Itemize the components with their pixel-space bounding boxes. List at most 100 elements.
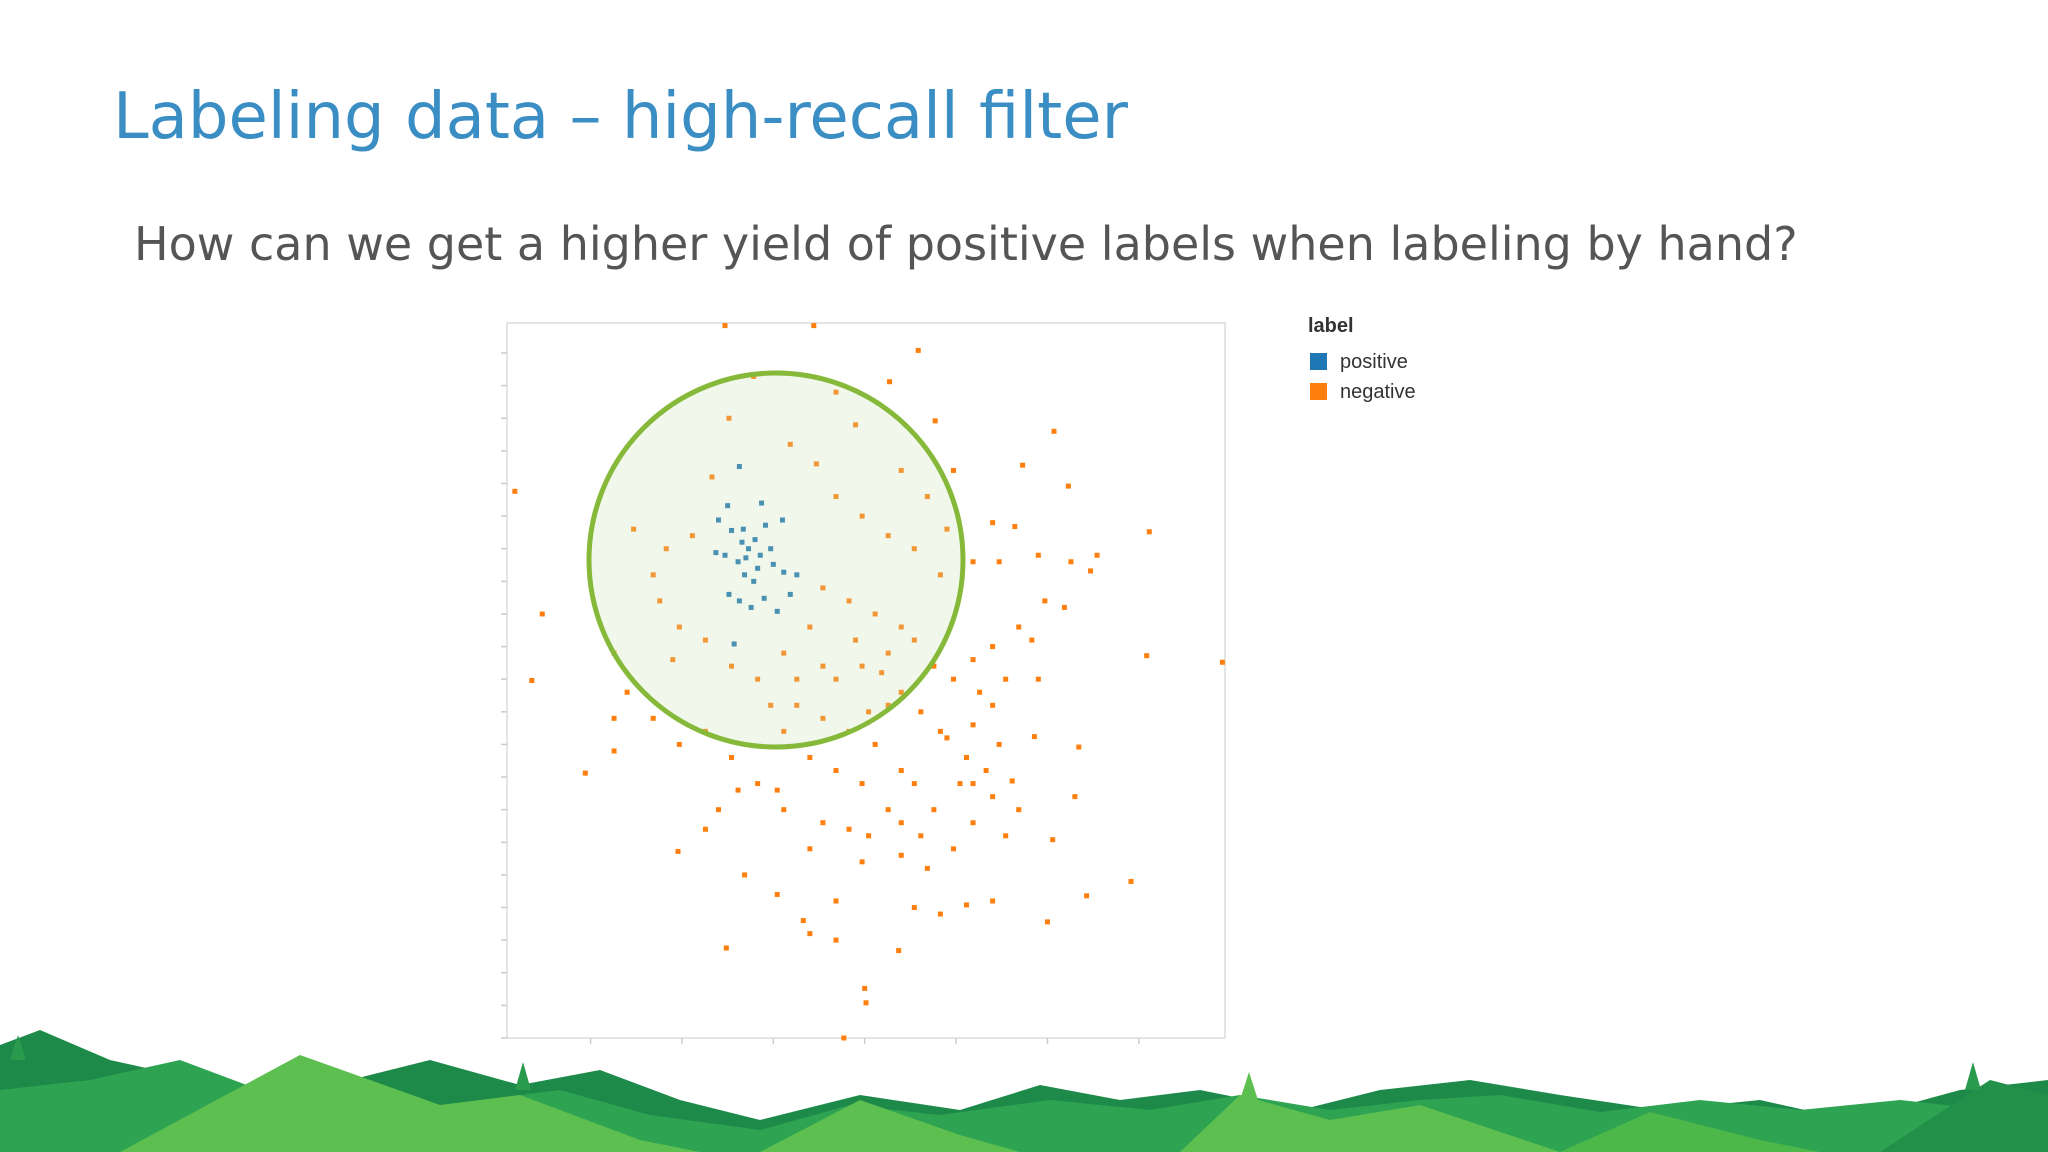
- point: [512, 488, 518, 494]
- point: [800, 918, 806, 924]
- point: [885, 702, 891, 708]
- point: [755, 565, 761, 571]
- point: [932, 418, 938, 424]
- point: [755, 676, 761, 682]
- point: [924, 494, 930, 500]
- point: [970, 559, 976, 565]
- point: [582, 770, 588, 776]
- point: [833, 389, 839, 395]
- point: [944, 735, 950, 741]
- point: [794, 572, 800, 578]
- point: [911, 781, 917, 787]
- point: [990, 644, 996, 650]
- point: [937, 911, 943, 917]
- point: [853, 422, 859, 428]
- point: [787, 441, 793, 447]
- point: [1146, 529, 1152, 535]
- point: [820, 715, 826, 721]
- point: [1012, 524, 1018, 530]
- point: [675, 848, 681, 854]
- point: [879, 670, 885, 676]
- point: [715, 807, 721, 813]
- point: [787, 591, 793, 597]
- point: [1219, 659, 1225, 665]
- point: [918, 833, 924, 839]
- point: [731, 641, 737, 647]
- point: [964, 902, 970, 908]
- plot: [501, 323, 1225, 1044]
- point: [866, 833, 872, 839]
- point: [862, 985, 868, 991]
- point: [715, 517, 721, 523]
- point: [689, 533, 695, 539]
- point: [726, 591, 732, 597]
- point: [755, 781, 761, 787]
- point: [1003, 676, 1009, 682]
- point: [898, 768, 904, 774]
- point: [611, 748, 617, 754]
- point: [1009, 778, 1015, 784]
- point: [1020, 462, 1026, 468]
- point: [746, 546, 752, 552]
- point: [1072, 794, 1078, 800]
- mountains: [0, 1030, 2048, 1152]
- point: [781, 650, 787, 656]
- point: [759, 500, 765, 506]
- point: [1094, 552, 1100, 558]
- point: [820, 585, 826, 591]
- point: [885, 533, 891, 539]
- point: [1088, 568, 1094, 574]
- point: [872, 611, 878, 617]
- point: [885, 807, 891, 813]
- point: [736, 464, 742, 470]
- point: [781, 728, 787, 734]
- point: [723, 945, 729, 951]
- point: [859, 859, 865, 865]
- point: [740, 526, 746, 532]
- point: [729, 527, 735, 533]
- point: [964, 754, 970, 760]
- point: [736, 598, 742, 604]
- point: [977, 689, 983, 695]
- point: [970, 820, 976, 826]
- point: [990, 794, 996, 800]
- point: [748, 604, 754, 610]
- point: [702, 826, 708, 832]
- point: [807, 754, 813, 760]
- legend-swatch: [1310, 383, 1327, 400]
- point: [794, 676, 800, 682]
- point: [996, 559, 1002, 565]
- point: [950, 676, 956, 682]
- point: [743, 555, 749, 561]
- point: [781, 569, 787, 575]
- point: [937, 572, 943, 578]
- tree: [515, 1062, 531, 1090]
- point: [885, 650, 891, 656]
- point: [650, 715, 656, 721]
- point: [1128, 878, 1134, 884]
- point: [1051, 428, 1057, 434]
- point: [807, 624, 813, 630]
- point: [1044, 919, 1050, 925]
- mountain-right: [1880, 1080, 2048, 1152]
- point: [781, 807, 787, 813]
- point: [779, 517, 785, 523]
- point: [752, 537, 758, 543]
- point: [722, 323, 728, 329]
- point: [676, 741, 682, 747]
- point: [702, 637, 708, 643]
- point: [1003, 833, 1009, 839]
- point: [970, 722, 976, 728]
- point: [735, 559, 741, 565]
- point: [725, 503, 731, 509]
- point: [950, 467, 956, 473]
- point: [820, 820, 826, 826]
- point: [898, 624, 904, 630]
- legend-title: label: [1308, 315, 1354, 337]
- point: [726, 415, 732, 421]
- point: [911, 905, 917, 911]
- point: [774, 891, 780, 897]
- point: [1068, 559, 1074, 565]
- point: [663, 546, 669, 552]
- point: [996, 741, 1002, 747]
